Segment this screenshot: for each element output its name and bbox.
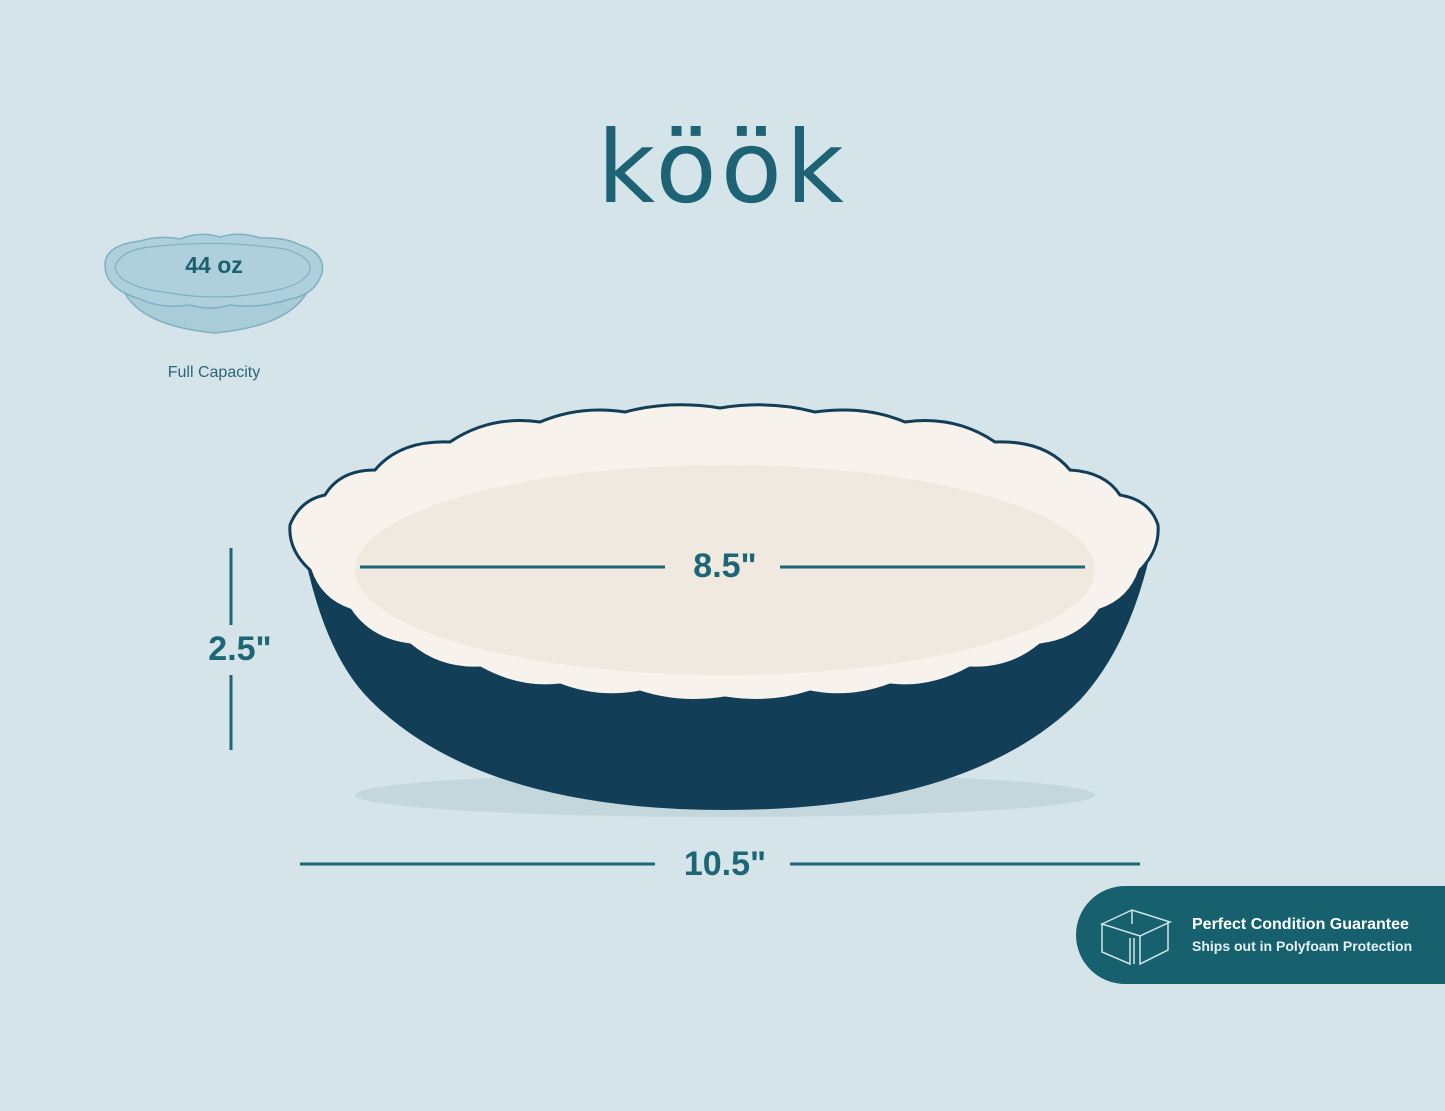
- pie-dish-capacity-icon: [104, 233, 324, 334]
- diameter-label: 8.5": [693, 547, 757, 585]
- brand-logo: köök: [597, 109, 848, 226]
- box-icon: [1099, 909, 1173, 966]
- capacity-value: 44 oz: [185, 252, 243, 278]
- height-label: 2.5": [208, 630, 272, 668]
- badge-subtitle: Ships out in Polyfoam Protection: [1192, 938, 1413, 954]
- capacity-label: Full Capacity: [167, 364, 261, 381]
- width-label: 10.5": [683, 845, 767, 883]
- badge-title: Perfect Condition Guarantee: [1192, 916, 1409, 933]
- guarantee-badge: Perfect Condition Guarantee Ships out in…: [1076, 886, 1445, 984]
- pie-dish-image: [288, 403, 1160, 817]
